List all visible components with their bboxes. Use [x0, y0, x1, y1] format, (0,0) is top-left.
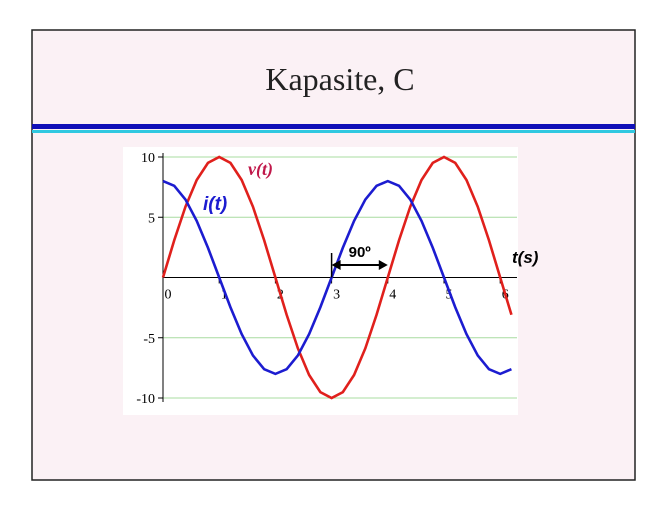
title-band-accent: [32, 130, 635, 133]
x-tick-label: 4: [389, 288, 396, 303]
y-tick-label: 10: [141, 151, 155, 166]
y-tick-label: -10: [136, 392, 155, 407]
x-axis-label: t(s): [512, 248, 539, 267]
y-tick-label: 5: [148, 211, 155, 226]
title-band: [32, 124, 635, 129]
x-tick-label: 1: [221, 288, 228, 303]
y-tick-label: -5: [143, 332, 155, 347]
chart-area: [123, 147, 518, 415]
series-line: [161, 155, 513, 400]
slide-title: Kapasite, C: [265, 61, 414, 97]
x-tick-label: 0: [165, 288, 172, 303]
annotation: 90º: [349, 244, 372, 261]
x-tick-label: 5: [446, 288, 453, 303]
legend-label: i(t): [203, 194, 227, 215]
x-tick-label: 3: [333, 288, 340, 303]
legend-label: v(t): [248, 159, 273, 180]
